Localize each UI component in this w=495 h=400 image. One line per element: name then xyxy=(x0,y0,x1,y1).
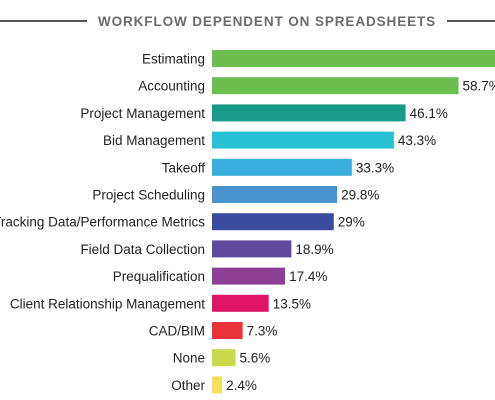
bar-client-relationship-management xyxy=(212,294,269,312)
value-label-takeoff: 33.3% xyxy=(356,160,394,175)
value-label-cad-bim: 7.3% xyxy=(247,324,278,339)
bar-bid-management xyxy=(212,131,394,149)
category-label-project-scheduling: Project Scheduling xyxy=(92,188,205,203)
bar-cad-bim xyxy=(212,322,243,339)
value-label-accounting: 58.7% xyxy=(463,79,495,94)
bar-estimating xyxy=(212,50,495,67)
category-label-takeoff: Takeoff xyxy=(162,160,206,175)
value-label-none: 5.6% xyxy=(240,351,271,366)
bar-tracking-data-performance-metrics xyxy=(212,213,334,231)
category-label-cad-bim: CAD/BIM xyxy=(149,324,205,339)
value-label-tracking-data-performance-metrics: 29% xyxy=(338,215,365,230)
chart-title: WORKFLOW DEPENDENT ON SPREADSHEETS xyxy=(98,14,436,29)
value-label-prequalification: 17.4% xyxy=(289,269,327,284)
bar-field-data-collection xyxy=(212,240,292,258)
value-label-project-scheduling: 29.8% xyxy=(341,188,379,203)
category-label-project-management: Project Management xyxy=(80,106,205,121)
value-label-bid-management: 43.3% xyxy=(398,133,436,148)
bar-project-management xyxy=(212,104,406,122)
category-label-none: None xyxy=(173,351,205,366)
bar-other xyxy=(212,376,223,394)
bar-none xyxy=(212,349,236,367)
value-label-project-management: 46.1% xyxy=(410,106,448,121)
value-label-other: 2.4% xyxy=(226,378,257,393)
category-label-estimating: Estimating xyxy=(142,52,205,67)
bars-group: Estimating Accounting 58.7% Project Managem… xyxy=(0,50,495,394)
category-label-other: Other xyxy=(171,378,205,393)
bar-takeoff xyxy=(212,158,352,176)
category-label-bid-management: Bid Management xyxy=(103,133,205,148)
category-label-prequalification: Prequalification xyxy=(113,269,205,284)
bar-project-scheduling xyxy=(212,186,338,203)
bar-accounting xyxy=(212,77,459,95)
category-label-accounting: Accounting xyxy=(138,79,205,94)
value-label-field-data-collection: 18.9% xyxy=(295,242,333,257)
category-label-field-data-collection: Field Data Collection xyxy=(80,242,205,257)
value-label-client-relationship-management: 13.5% xyxy=(273,296,311,311)
bar-prequalification xyxy=(212,267,286,285)
category-label-tracking-data-performance-metrics: Tracking Data/Performance Metrics xyxy=(0,215,205,230)
category-label-client-relationship-management: Client Relationship Management xyxy=(10,296,205,311)
